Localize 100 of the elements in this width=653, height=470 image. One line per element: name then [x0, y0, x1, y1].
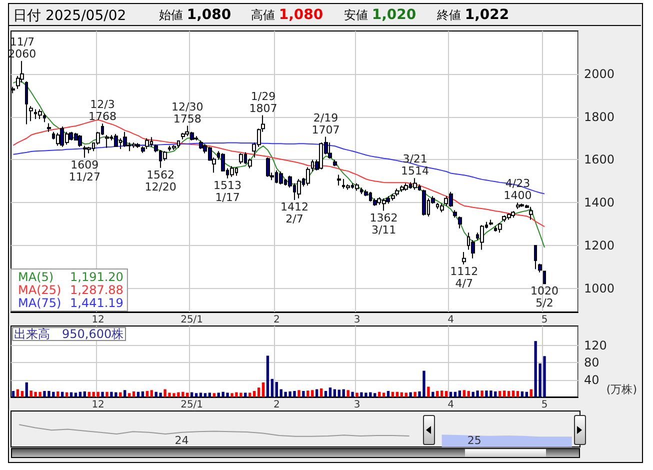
bar	[101, 392, 104, 397]
x-tick-label: 5	[541, 314, 548, 326]
bar	[458, 390, 462, 397]
candlestick	[458, 216, 462, 229]
text: MA(5) 1,191.20	[18, 270, 124, 284]
bar	[132, 391, 136, 397]
candlestick	[480, 224, 484, 250]
bar	[248, 392, 252, 397]
y-tick-label: 1000	[584, 281, 615, 296]
chart-title: 出来高 950,600株	[14, 327, 124, 341]
text: 日付 2025/05/02	[13, 7, 126, 25]
bar	[502, 390, 506, 397]
bar	[342, 389, 345, 397]
bar	[124, 390, 126, 397]
candlestick	[489, 219, 493, 226]
bar	[525, 392, 528, 397]
candlestick	[422, 189, 426, 216]
annotation: 1513 1/17	[214, 178, 242, 204]
bar	[252, 390, 256, 397]
bar	[83, 391, 86, 397]
bar	[328, 388, 332, 397]
y-tick-label: 1600	[584, 152, 615, 167]
bar	[480, 390, 484, 397]
bar	[194, 393, 198, 397]
candlestick	[543, 270, 546, 285]
bar	[436, 390, 439, 397]
bar	[454, 392, 457, 397]
x-tick-label: 25	[467, 434, 482, 447]
bar	[351, 392, 354, 397]
bar	[208, 392, 212, 397]
candlestick	[136, 142, 140, 148]
bar	[270, 378, 274, 397]
bar	[16, 389, 20, 397]
bar	[20, 390, 24, 397]
annotation: 2/19 1707	[312, 111, 340, 136]
bar	[530, 389, 532, 397]
bar	[136, 392, 140, 397]
x-tick-label: 24	[174, 434, 189, 447]
bar	[507, 390, 510, 397]
bar	[346, 390, 350, 397]
x-tick-label: 2	[273, 400, 280, 410]
annotation: 12/3 1768	[88, 98, 117, 124]
bar	[440, 390, 444, 397]
bar	[141, 391, 144, 397]
candlestick	[25, 80, 28, 125]
bar	[462, 390, 466, 397]
bar	[320, 388, 323, 397]
text: 終値 1,022	[437, 7, 510, 23]
bar	[311, 390, 314, 397]
bar	[414, 392, 416, 397]
bar	[204, 393, 207, 397]
bar	[56, 391, 60, 397]
annotation: 1020 5/2	[530, 284, 559, 310]
candlestick	[38, 108, 42, 120]
bar	[386, 390, 390, 397]
candlestick	[306, 166, 310, 186]
x-tick-label: 3	[354, 400, 360, 410]
candlestick	[395, 188, 399, 197]
bar	[427, 386, 430, 397]
bar	[74, 392, 78, 397]
line-series	[12, 80, 546, 248]
candlestick	[529, 206, 533, 220]
annotation: 1412 2/7	[280, 200, 308, 226]
candlestick	[172, 144, 176, 151]
x-tick-label: 25/1	[180, 400, 204, 410]
bar	[516, 390, 520, 397]
bar	[378, 392, 381, 397]
y-tick-label: 120	[584, 338, 607, 352]
x-tick-label: 4	[448, 400, 454, 410]
y-axis-title: (万株)	[606, 383, 638, 396]
bar	[275, 382, 278, 397]
candlestick	[279, 171, 283, 185]
x-tick-label: 2	[273, 314, 280, 326]
candlestick	[534, 245, 537, 270]
bar	[382, 392, 386, 397]
bar	[146, 390, 149, 397]
bar	[199, 392, 202, 397]
annotation: 1/29 1807	[249, 90, 278, 115]
bar	[150, 390, 153, 397]
candlestick	[511, 210, 515, 218]
candlestick	[239, 152, 243, 164]
candlestick	[453, 210, 457, 218]
bar	[212, 393, 216, 397]
text: MA(75) 1,441.19	[18, 296, 124, 310]
bar	[324, 390, 328, 397]
x-tick-label: 4	[448, 314, 454, 326]
y-tick-label: 80	[584, 356, 600, 370]
bar	[409, 392, 412, 397]
bar	[315, 389, 318, 397]
text: 高値 1,080	[251, 7, 324, 23]
annotation: 1609 11/27	[68, 158, 101, 184]
candlestick	[87, 146, 91, 154]
bar	[78, 392, 82, 397]
candlestick	[123, 131, 127, 148]
bar	[186, 392, 189, 397]
x-tick-label: 25/1	[180, 314, 204, 326]
bar	[257, 388, 260, 397]
bar	[12, 390, 15, 397]
candlestick	[400, 184, 404, 192]
candlestick	[83, 145, 87, 158]
